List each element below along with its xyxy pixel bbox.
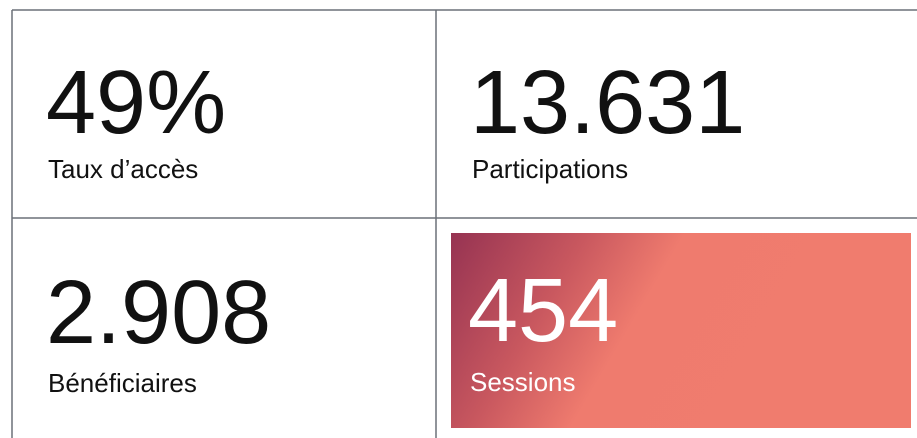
kpi-label: Sessions <box>470 367 576 397</box>
kpi-value: 49% <box>46 53 226 153</box>
kpi-label: Taux d’accès <box>48 154 198 184</box>
kpi-value: 2.908 <box>46 263 271 363</box>
kpi-value: 454 <box>468 261 618 361</box>
kpi-label: Bénéficiaires <box>48 368 197 398</box>
highlight-tile <box>451 233 911 428</box>
kpi-value: 13.631 <box>470 53 745 153</box>
kpi-label: Participations <box>472 154 628 184</box>
